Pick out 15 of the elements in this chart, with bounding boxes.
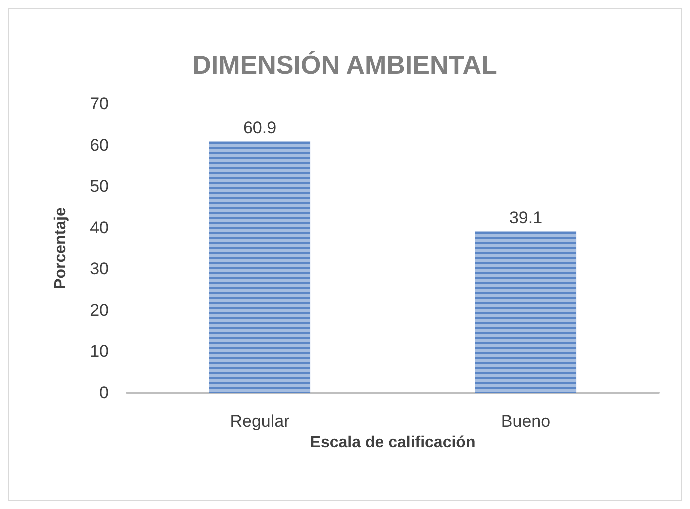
x-tick-label: Bueno [501,412,551,431]
data-label: 60.9 [243,118,277,138]
y-tick-label: 40 [90,218,109,238]
y-tick-label: 30 [90,260,109,279]
y-tick-label: 60 [90,136,109,155]
y-axis-title: Porcentaje [52,207,70,290]
x-axis-title: Escala de calificación [310,434,476,452]
y-tick-label: 50 [90,177,109,196]
data-label: 39.1 [509,208,543,228]
y-tick-label: 70 [90,94,109,114]
y-tick-label: 10 [90,342,109,362]
y-tick-label: 20 [90,300,109,320]
y-tick-label: 0 [100,384,109,402]
chart-title: DIMENSIÓN AMBIENTAL [192,50,498,80]
x-tick-label: Regular [230,412,290,431]
